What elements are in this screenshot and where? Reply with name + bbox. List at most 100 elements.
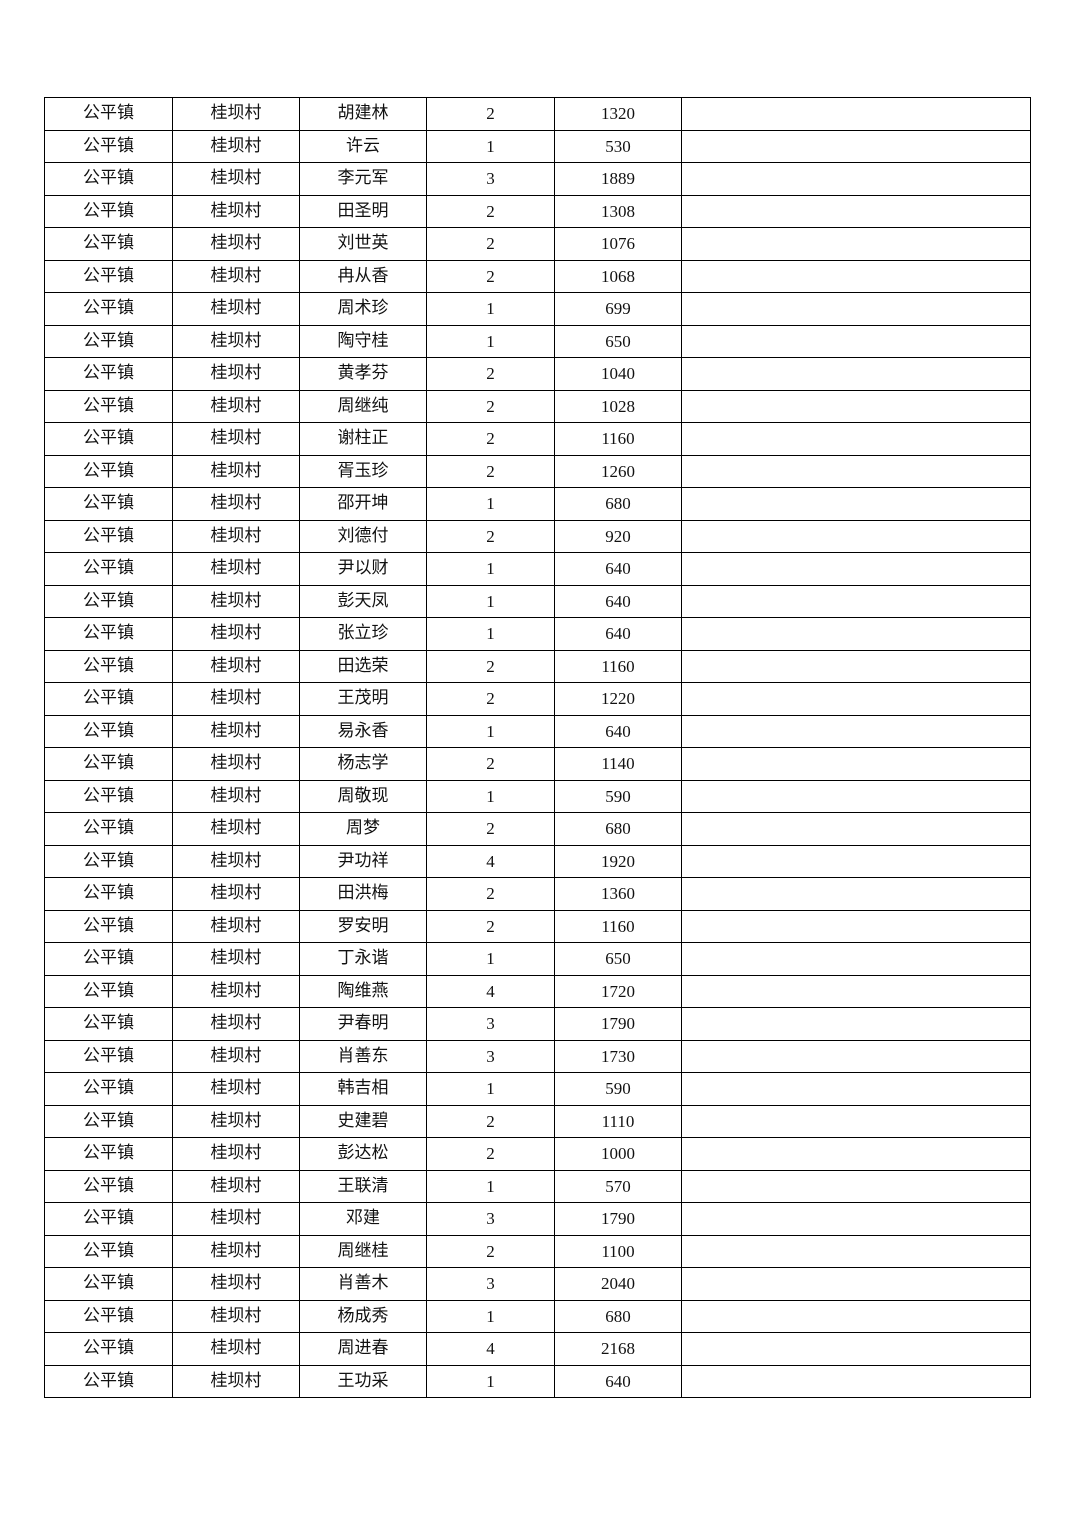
village-cell: 桂坝村 (172, 1137, 300, 1171)
remarks-cell (681, 877, 1031, 911)
household-size-cell: 1 (426, 617, 555, 651)
table-row: 公平镇 桂坝村 王联清 1 570 (44, 1169, 1031, 1203)
remarks-cell (681, 454, 1031, 488)
remarks-cell (681, 357, 1031, 391)
village-cell: 桂坝村 (172, 422, 300, 456)
remarks-cell (681, 292, 1031, 326)
name-cell: 周继纯 (299, 389, 427, 423)
name-cell: 冉从香 (299, 259, 427, 293)
table-row: 公平镇 桂坝村 邵开坤 1 680 (44, 487, 1031, 521)
table-row: 公平镇 桂坝村 周术珍 1 699 (44, 292, 1031, 326)
name-cell: 丁永谐 (299, 942, 427, 976)
village-cell: 桂坝村 (172, 1202, 300, 1236)
amount-cell: 1720 (554, 974, 682, 1008)
amount-cell: 1028 (554, 389, 682, 423)
village-cell: 桂坝村 (172, 292, 300, 326)
household-size-cell: 4 (426, 974, 555, 1008)
household-size-cell: 2 (426, 1104, 555, 1138)
household-table: 公平镇 桂坝村 胡建林 2 1320 公平镇 桂坝村 许云 1 530 公平镇 桂坝村 李元军 3 1889… (44, 97, 1031, 1398)
town-cell: 公平镇 (44, 682, 173, 716)
amount-cell: 590 (554, 1072, 682, 1106)
village-cell: 桂坝村 (172, 129, 300, 163)
table-row: 公平镇 桂坝村 彭达松 2 1000 (44, 1137, 1031, 1171)
remarks-cell (681, 1299, 1031, 1333)
household-size-cell: 2 (426, 389, 555, 423)
name-cell: 周术珍 (299, 292, 427, 326)
table-row: 公平镇 桂坝村 刘世英 2 1076 (44, 227, 1031, 261)
household-size-cell: 1 (426, 292, 555, 326)
village-cell: 桂坝村 (172, 909, 300, 943)
table-row: 公平镇 桂坝村 陶守桂 1 650 (44, 324, 1031, 358)
household-size-cell: 2 (426, 682, 555, 716)
household-size-cell: 2 (426, 227, 555, 261)
town-cell: 公平镇 (44, 942, 173, 976)
name-cell: 彭天凤 (299, 584, 427, 618)
village-cell: 桂坝村 (172, 1234, 300, 1268)
town-cell: 公平镇 (44, 747, 173, 781)
town-cell: 公平镇 (44, 1072, 173, 1106)
name-cell: 王茂明 (299, 682, 427, 716)
household-size-cell: 3 (426, 162, 555, 196)
household-size-cell: 2 (426, 97, 555, 131)
village-cell: 桂坝村 (172, 1039, 300, 1073)
name-cell: 田圣明 (299, 194, 427, 228)
table-row: 公平镇 桂坝村 李元军 3 1889 (44, 162, 1031, 196)
table-row: 公平镇 桂坝村 肖善东 3 1730 (44, 1039, 1031, 1073)
name-cell: 周继桂 (299, 1234, 427, 1268)
village-cell: 桂坝村 (172, 617, 300, 651)
remarks-cell (681, 487, 1031, 521)
town-cell: 公平镇 (44, 779, 173, 813)
name-cell: 谢柱正 (299, 422, 427, 456)
town-cell: 公平镇 (44, 714, 173, 748)
village-cell: 桂坝村 (172, 974, 300, 1008)
amount-cell: 1160 (554, 909, 682, 943)
name-cell: 罗安明 (299, 909, 427, 943)
table-row: 公平镇 桂坝村 丁永谐 1 650 (44, 942, 1031, 976)
amount-cell: 640 (554, 714, 682, 748)
name-cell: 杨志学 (299, 747, 427, 781)
table-row: 公平镇 桂坝村 尹以财 1 640 (44, 552, 1031, 586)
table-row: 公平镇 桂坝村 邓建 3 1790 (44, 1202, 1031, 1236)
household-size-cell: 1 (426, 714, 555, 748)
table-row: 公平镇 桂坝村 周梦 2 680 (44, 812, 1031, 846)
table-row: 公平镇 桂坝村 韩吉相 1 590 (44, 1072, 1031, 1106)
table-row: 公平镇 桂坝村 王功采 1 640 (44, 1364, 1031, 1398)
town-cell: 公平镇 (44, 877, 173, 911)
town-cell: 公平镇 (44, 487, 173, 521)
remarks-cell (681, 812, 1031, 846)
town-cell: 公平镇 (44, 389, 173, 423)
household-size-cell: 2 (426, 812, 555, 846)
village-cell: 桂坝村 (172, 584, 300, 618)
household-size-cell: 3 (426, 1267, 555, 1301)
name-cell: 刘世英 (299, 227, 427, 261)
name-cell: 李元军 (299, 162, 427, 196)
village-cell: 桂坝村 (172, 1169, 300, 1203)
household-size-cell: 2 (426, 877, 555, 911)
remarks-cell (681, 1364, 1031, 1398)
table-row: 公平镇 桂坝村 彭天凤 1 640 (44, 584, 1031, 618)
remarks-cell (681, 422, 1031, 456)
village-cell: 桂坝村 (172, 519, 300, 553)
amount-cell: 1076 (554, 227, 682, 261)
household-size-cell: 1 (426, 1169, 555, 1203)
amount-cell: 1110 (554, 1104, 682, 1138)
remarks-cell (681, 1169, 1031, 1203)
table-row: 公平镇 桂坝村 尹春明 3 1790 (44, 1007, 1031, 1041)
town-cell: 公平镇 (44, 292, 173, 326)
town-cell: 公平镇 (44, 584, 173, 618)
remarks-cell (681, 909, 1031, 943)
town-cell: 公平镇 (44, 974, 173, 1008)
remarks-cell (681, 389, 1031, 423)
name-cell: 王联清 (299, 1169, 427, 1203)
table-row: 公平镇 桂坝村 罗安明 2 1160 (44, 909, 1031, 943)
village-cell: 桂坝村 (172, 812, 300, 846)
household-size-cell: 3 (426, 1039, 555, 1073)
household-size-cell: 1 (426, 1364, 555, 1398)
amount-cell: 640 (554, 584, 682, 618)
name-cell: 陶守桂 (299, 324, 427, 358)
table-row: 公平镇 桂坝村 刘德付 2 920 (44, 519, 1031, 553)
amount-cell: 1220 (554, 682, 682, 716)
table-row: 公平镇 桂坝村 黄孝芬 2 1040 (44, 357, 1031, 391)
household-size-cell: 2 (426, 259, 555, 293)
village-cell: 桂坝村 (172, 389, 300, 423)
